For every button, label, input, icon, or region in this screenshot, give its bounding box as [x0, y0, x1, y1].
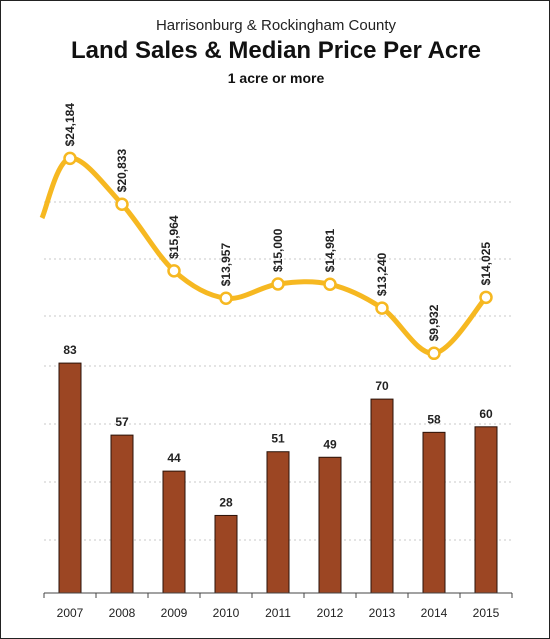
bar-2015 — [474, 426, 498, 594]
bar-label-2011: 51 — [271, 432, 285, 446]
bar-2013 — [370, 398, 394, 594]
chart-subtitle: 1 acre or more — [227, 70, 325, 86]
price-point-2007 — [63, 151, 77, 166]
price-line — [39, 155, 488, 356]
bar-2008 — [110, 434, 134, 594]
bar-label-2012: 49 — [323, 437, 337, 451]
x-tick-label-2007: 2007 — [57, 606, 84, 620]
price-label-2015: $14,025 — [479, 242, 493, 286]
bar-label-2013: 70 — [375, 379, 389, 393]
price-point-2013 — [375, 301, 389, 315]
chart-title: Land Sales & Median Price Per Acre — [71, 37, 481, 64]
bar-2012 — [318, 456, 342, 594]
price-label-2009: $15,964 — [167, 215, 181, 259]
price-label-2014: $9,932 — [427, 304, 441, 341]
price-point-2009 — [167, 264, 181, 278]
bar-2010 — [214, 514, 238, 594]
x-tick-label-2011: 2011 — [265, 606, 291, 620]
price-label-2007: $24,184 — [63, 103, 77, 147]
price-point-2011 — [271, 277, 285, 291]
bar-label-2007: 83 — [63, 343, 77, 357]
price-point-2015 — [479, 290, 493, 305]
price-point-2010 — [219, 291, 233, 306]
x-tick-label-2010: 2010 — [213, 606, 240, 620]
price-point-2014 — [427, 346, 441, 361]
price-point-2012 — [323, 277, 337, 292]
price-label-2011: $15,000 — [271, 228, 285, 272]
bar-label-2008: 57 — [115, 415, 129, 429]
bar-label-2009: 44 — [167, 451, 181, 465]
price-label-2010: $13,957 — [219, 243, 233, 287]
price-label-2012: $14,981 — [323, 229, 337, 273]
x-tick-label-2012: 2012 — [317, 606, 344, 620]
price-label-2008: $20,833 — [115, 149, 129, 193]
x-tick-label-2008: 2008 — [109, 606, 136, 620]
x-tick-label-2015: 2015 — [473, 606, 500, 620]
x-tick-label-2014: 2014 — [421, 606, 448, 620]
chart-supertitle: Harrisonburg & Rockingham County — [155, 17, 397, 34]
x-tick-label-2013: 2013 — [369, 606, 396, 620]
bar-2007 — [58, 362, 82, 594]
bar-2011 — [266, 451, 290, 594]
bar-2014 — [422, 431, 446, 594]
price-label-2013: $13,240 — [375, 252, 389, 296]
bar-label-2015: 60 — [479, 407, 493, 421]
x-tick-label-2009: 2009 — [161, 606, 188, 620]
bar-2009 — [162, 470, 186, 594]
price-point-2008 — [115, 197, 129, 211]
bar-label-2010: 28 — [219, 495, 233, 509]
bar-label-2014: 58 — [427, 412, 441, 426]
